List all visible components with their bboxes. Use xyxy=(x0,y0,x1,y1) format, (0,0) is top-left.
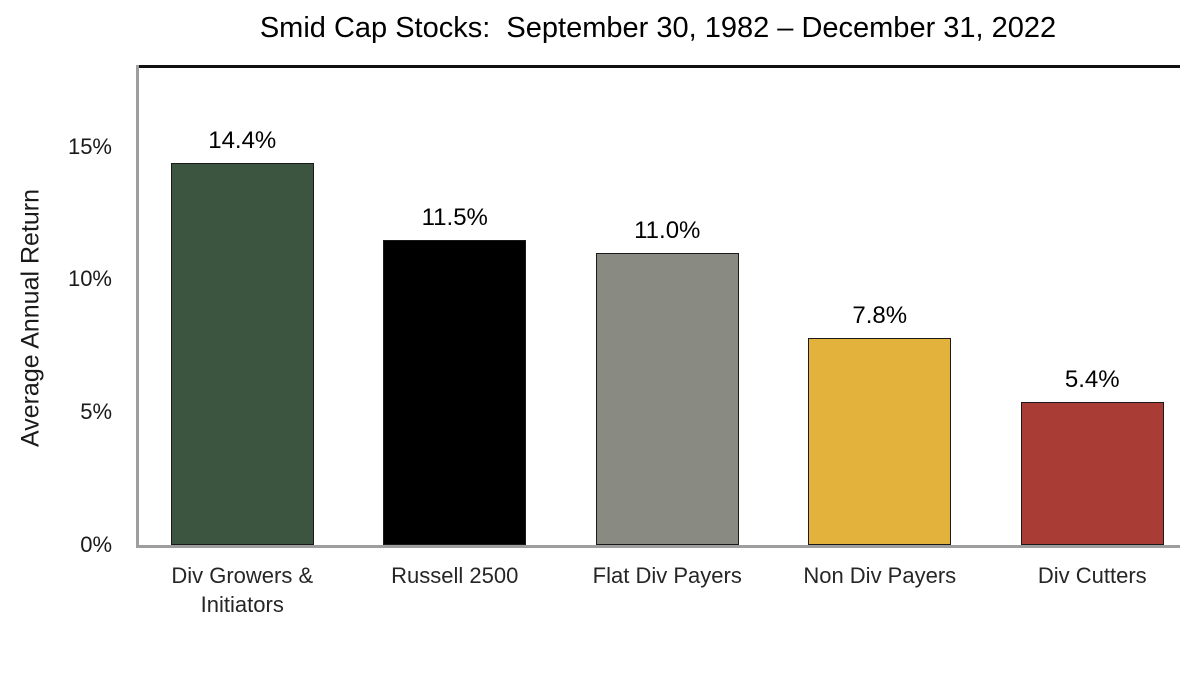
bar-div-growers-initiators xyxy=(170,162,314,545)
bar-value-label-flat-div-payers: 11.0% xyxy=(634,216,701,244)
x-axis-label-russell-2500: Russell 2500 xyxy=(391,563,519,588)
bar-non-div-payers xyxy=(808,337,952,545)
x-axis-label-non-div-payers: Non Div Payers xyxy=(803,563,957,588)
x-axis-line xyxy=(136,545,1180,548)
bar-flat-div-payers xyxy=(595,252,739,545)
x-axis-label-flat-div-payers: Flat Div Payers xyxy=(592,563,742,588)
y-tick-label: 5% xyxy=(80,399,112,425)
bar-value-label-div-growers-initiators: 14.4% xyxy=(208,126,277,154)
bar-div-cutters xyxy=(1020,401,1164,545)
plot-top-border xyxy=(136,65,1180,68)
bar-russell-2500 xyxy=(383,239,527,545)
bar-value-label-non-div-payers: 7.8% xyxy=(852,301,908,329)
bar-value-label-russell-2500: 11.5% xyxy=(421,203,488,231)
y-tick-label: 0% xyxy=(80,532,112,557)
chart-title: Smid Cap Stocks: September 30, 1982 – De… xyxy=(259,12,1057,44)
x-axis-label-div-growers-initiators: Div Growers & Initiators xyxy=(171,563,314,617)
bar-value-label-div-cutters: 5.4% xyxy=(1064,365,1120,393)
y-axis-line xyxy=(136,65,139,547)
y-tick-label: 15% xyxy=(67,133,112,159)
x-axis-label-div-cutters: Div Cutters xyxy=(1037,563,1147,588)
y-tick-label: 10% xyxy=(67,266,112,292)
